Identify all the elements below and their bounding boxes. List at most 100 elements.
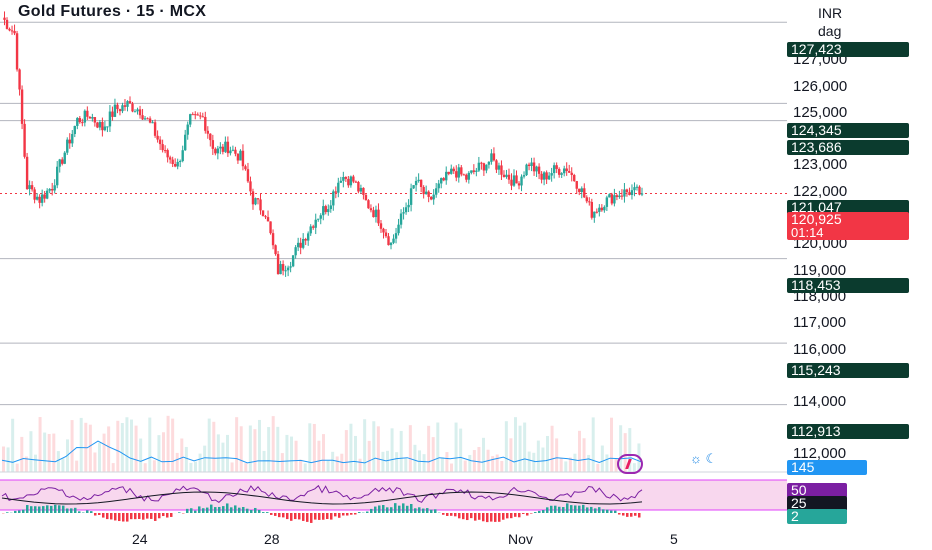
volume-bar: [143, 463, 147, 472]
candle-body: [394, 233, 398, 239]
candle-body: [178, 161, 182, 163]
price-level-tag[interactable]: 123,686: [787, 140, 909, 155]
volume-bar: [221, 442, 225, 472]
volume-bar: [340, 453, 344, 472]
histogram-bar: [538, 510, 541, 513]
histogram-bar: [26, 505, 29, 513]
symbol-title[interactable]: Gold Futures · 15 · MCX: [18, 3, 207, 20]
candle-body: [615, 195, 619, 198]
volume-tag: 145: [787, 460, 867, 475]
moon-icon[interactable]: ☾: [705, 451, 718, 466]
volume-bar: [75, 460, 79, 472]
histogram-bar: [6, 512, 9, 513]
candle-body: [71, 134, 74, 144]
volume-bar: [518, 425, 522, 472]
candle-body: [299, 242, 302, 248]
candle-body: [93, 117, 97, 123]
histogram-bar: [470, 513, 473, 519]
theme-toggle-icons[interactable]: ☼ ☾: [690, 451, 717, 467]
volume-bar: [408, 425, 412, 472]
volume-bar: [564, 461, 568, 472]
candle-body: [249, 181, 252, 192]
histogram-bar: [206, 507, 209, 513]
histogram-bar: [34, 506, 37, 513]
candle-body: [550, 173, 553, 176]
volume-bar: [610, 417, 613, 472]
candle-body: [123, 105, 127, 107]
candle-body: [48, 189, 51, 191]
candle-body: [588, 201, 591, 203]
volume-bar: [198, 453, 202, 472]
histogram-bar: [414, 508, 417, 513]
volume-bar: [216, 434, 220, 472]
oscillator-upper-tag: 50: [787, 483, 847, 498]
candle-body: [294, 247, 297, 256]
histogram-bar: [150, 513, 153, 519]
price-level-tag[interactable]: 118,453: [787, 278, 909, 293]
current-price-tag[interactable]: 120,925 01:14: [787, 212, 909, 240]
candle-body: [286, 267, 290, 271]
volume-bar: [226, 434, 229, 472]
candle-body: [465, 174, 468, 180]
candle-body: [143, 118, 147, 120]
candle-body: [246, 169, 250, 182]
candle-body: [118, 109, 122, 112]
volume-bar: [79, 417, 83, 472]
candle-body: [261, 210, 265, 217]
price-tick: 122,000: [793, 183, 848, 200]
candle-body: [485, 164, 488, 171]
candle-body: [565, 168, 568, 172]
histogram-bar: [374, 506, 377, 513]
price-level-tag[interactable]: 121,047: [787, 200, 909, 215]
histogram-bar: [350, 513, 353, 515]
volume-bar: [436, 422, 440, 472]
candle-body: [201, 116, 204, 118]
candle-body: [269, 221, 272, 234]
volume-bar: [162, 432, 165, 472]
volume-bar: [532, 452, 536, 472]
price-level-tag[interactable]: 127,423: [787, 42, 909, 57]
candle-body: [296, 242, 300, 248]
volume-bar: [20, 436, 24, 472]
candle-body: [224, 141, 227, 152]
candle-body: [437, 183, 440, 189]
histogram-bar: [306, 513, 309, 522]
brand-logo-icon[interactable]: [617, 454, 643, 474]
candle-body: [364, 194, 368, 201]
candle-body: [623, 189, 626, 197]
volume-bar: [614, 458, 618, 472]
candle-body: [56, 166, 59, 186]
volume-bar: [130, 419, 133, 472]
price-level-tag[interactable]: 115,243: [787, 363, 909, 378]
candle-body: [520, 176, 523, 186]
candle-body: [23, 123, 26, 157]
histogram-bar: [234, 505, 237, 513]
volume-bar: [495, 454, 499, 472]
sun-icon[interactable]: ☼: [690, 451, 702, 466]
candle-body: [126, 101, 129, 107]
volume-bar: [482, 437, 485, 472]
volume-bar: [454, 422, 458, 472]
histogram-bar: [250, 509, 253, 513]
histogram-bar: [498, 513, 501, 522]
histogram-bar: [294, 513, 297, 520]
price-level-tag[interactable]: 124,345: [787, 123, 909, 138]
volume-bar: [504, 421, 508, 472]
candle-body: [234, 149, 237, 154]
histogram-bar: [518, 513, 521, 518]
volume-bar: [303, 463, 307, 472]
candle-body: [284, 270, 287, 272]
candle-body: [251, 191, 255, 205]
volume-bar: [363, 419, 367, 472]
candle-body: [344, 177, 348, 179]
volume-bar: [431, 437, 435, 472]
candle-body: [317, 218, 320, 220]
histogram-bar: [346, 513, 349, 516]
candle-body: [211, 140, 215, 149]
volume-bar: [605, 454, 609, 472]
histogram-bar: [566, 503, 569, 513]
volume-bar: [38, 417, 42, 472]
price-level-tag[interactable]: 112,913: [787, 424, 909, 439]
